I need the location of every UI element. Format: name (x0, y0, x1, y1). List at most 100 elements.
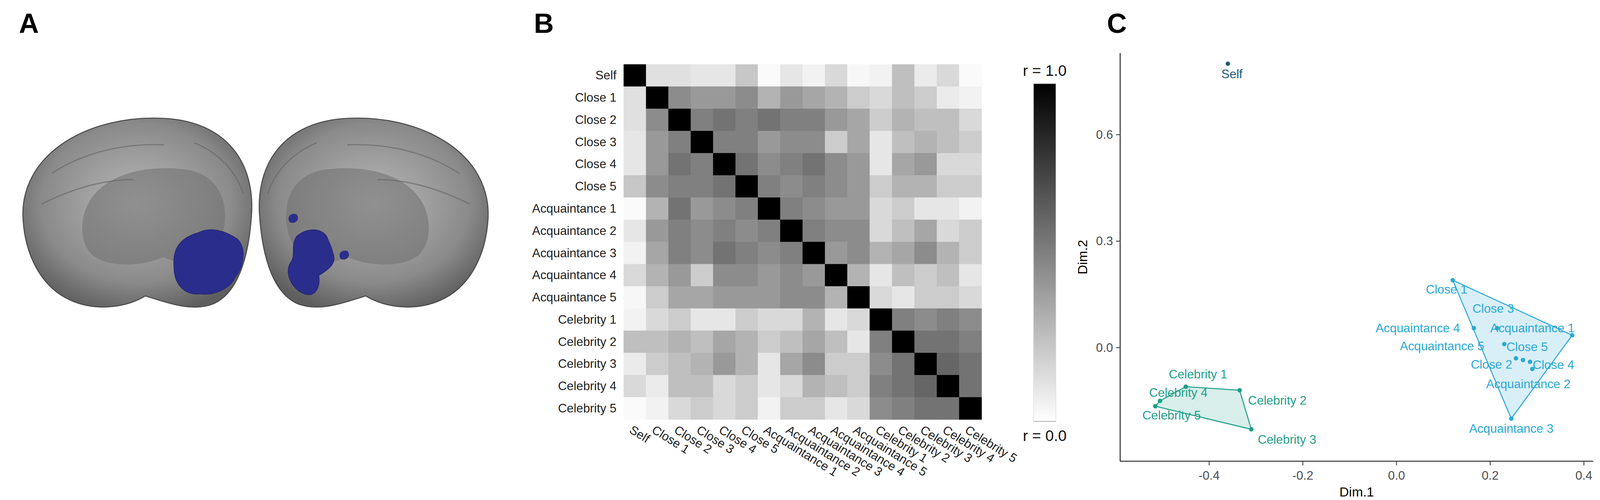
cell (623, 153, 647, 176)
cell (958, 64, 982, 87)
cell (802, 352, 826, 375)
brain-surface (259, 117, 489, 308)
point (1513, 355, 1518, 361)
cell (623, 308, 647, 331)
cell (690, 153, 714, 176)
y-tick (1116, 346, 1120, 348)
cell (712, 197, 736, 220)
cell (646, 108, 669, 132)
cell (757, 330, 781, 354)
cell (757, 86, 781, 109)
point-label: Celebrity 4 (1149, 385, 1208, 400)
row-label: Acquaintance 4 (532, 267, 617, 282)
cell (936, 396, 960, 420)
cell (825, 396, 848, 420)
cell (735, 308, 759, 331)
point-label: Celebrity 1 (1168, 367, 1228, 381)
cell (825, 219, 848, 243)
row-label: Close 5 (575, 179, 617, 193)
cell (712, 352, 736, 375)
cell (914, 285, 938, 309)
cell (690, 108, 714, 132)
point (1520, 357, 1525, 362)
cell (623, 108, 647, 132)
cell (668, 396, 692, 420)
cell (735, 241, 759, 265)
cell (892, 86, 915, 109)
colorbar-tick (1033, 420, 1056, 422)
x-tick (1208, 460, 1210, 465)
cell (892, 108, 915, 132)
cell (958, 108, 982, 132)
cell (847, 86, 870, 109)
cell (847, 308, 870, 331)
cell (869, 308, 893, 331)
cell (735, 108, 759, 132)
cell (825, 352, 848, 375)
cell (802, 241, 826, 265)
cell (780, 263, 803, 287)
cell (802, 263, 826, 287)
cell (780, 153, 803, 176)
point-label: Acquaintance 5 (1400, 339, 1485, 353)
cell (780, 285, 803, 309)
point-label: Close 3 (1472, 301, 1514, 316)
cell (735, 352, 759, 375)
cell (847, 108, 870, 132)
cell (735, 396, 759, 420)
cell (780, 396, 803, 420)
cell (646, 86, 669, 109)
colorbar (1033, 83, 1056, 422)
sulcus (267, 142, 470, 204)
cell (690, 263, 714, 287)
cell (892, 175, 915, 198)
cell (802, 108, 826, 132)
cell (869, 263, 893, 287)
cell (847, 64, 870, 87)
cluster (173, 229, 244, 295)
y-tick (1116, 134, 1120, 136)
cell (825, 285, 848, 309)
cell (958, 330, 982, 354)
cell (757, 263, 781, 287)
cell (802, 330, 826, 354)
cell (780, 197, 803, 220)
cell (892, 263, 915, 287)
cell (869, 197, 893, 220)
cell (847, 285, 870, 309)
x-tick-label: 0.0 (1387, 468, 1406, 483)
cell (668, 108, 692, 132)
cell (712, 374, 736, 398)
cell (869, 352, 893, 375)
cell (869, 153, 893, 176)
x-tick-label: -0.4 (1198, 468, 1220, 483)
cell (712, 396, 736, 420)
x-axis-title: Dim.1 (1339, 483, 1375, 499)
cell (869, 130, 893, 154)
cell (802, 175, 826, 198)
cell (690, 396, 714, 420)
point-label: Acquaintance 3 (1469, 421, 1554, 436)
cell (623, 285, 647, 309)
cell (847, 130, 870, 154)
cell (757, 396, 781, 420)
cell (668, 241, 692, 265)
cell (936, 330, 960, 354)
cell (757, 197, 781, 220)
cell (668, 263, 692, 287)
cell (958, 308, 982, 331)
cell (802, 86, 826, 109)
cell (869, 175, 893, 198)
y-tick-label: 0.0 (1096, 340, 1114, 355)
cell (712, 308, 736, 331)
row-label: Close 2 (575, 112, 617, 127)
cell (936, 352, 960, 375)
cell (869, 64, 893, 87)
point-label: Acquaintance 1 (1490, 321, 1575, 335)
cell (892, 130, 915, 154)
point (1237, 387, 1242, 392)
point-label: Close 2 (1470, 357, 1513, 372)
cell (802, 219, 826, 243)
panel-label: C (1107, 7, 1127, 39)
cell (735, 374, 759, 398)
